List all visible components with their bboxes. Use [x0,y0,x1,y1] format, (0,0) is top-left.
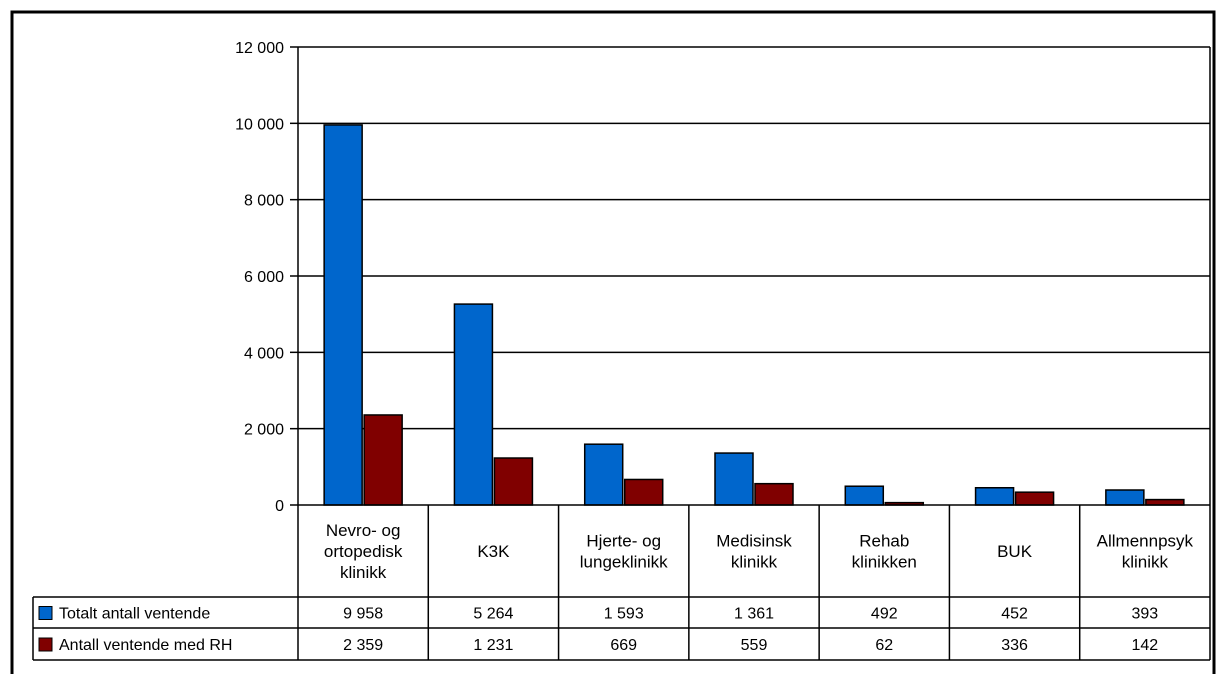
chart-border [10,10,1216,674]
category-label: lungeklinikk [580,553,668,572]
data-label: 5 264 [473,606,513,623]
category-label: klinikk [340,563,387,582]
category-label: K3K [477,542,510,561]
bar-rh [1014,491,1055,506]
category-label: Allmennpsyk [1097,532,1194,551]
category-label: Nevro- og [326,521,401,540]
category-label: klinikk [1122,553,1169,572]
data-label: 336 [1001,637,1028,654]
data-label: 492 [871,606,898,623]
legend-key-total [38,606,53,620]
bar-rh [363,414,403,506]
category-label: Medisinsk [716,532,792,551]
category-label: Hjerte- og [586,532,661,551]
legend-key-rh [38,637,53,652]
data-label: 2 359 [343,637,383,654]
bar-total [974,486,1015,506]
category-label: klinikk [731,553,778,572]
y-tick-label: 6 000 [244,269,284,286]
bar-total [844,485,885,506]
data-label: 559 [741,637,768,654]
bar-rh [623,478,664,506]
data-label: 1 231 [473,637,513,654]
y-tick-label: 0 [275,498,284,515]
data-label: 62 [875,637,893,654]
data-label: 669 [610,637,637,654]
category-label: klinikken [852,553,917,572]
data-label: 142 [1132,637,1159,654]
y-tick-label: 8 000 [244,193,284,210]
bar-total [323,124,363,506]
category-label: ortopedisk [324,542,403,561]
bar-total [1105,489,1145,506]
legend-label: Antall ventende med RH [59,637,232,654]
bar-total [453,303,494,506]
data-label: 1 361 [734,606,774,623]
y-tick-label: 4 000 [244,345,284,362]
category-label: Rehab [859,532,909,551]
bar-total [583,443,624,506]
data-label: 393 [1132,606,1159,623]
bar-rh [493,457,534,506]
data-label: 452 [1001,606,1028,623]
bar-total [714,452,754,506]
y-tick-label: 10 000 [235,116,284,133]
bar-rh [1145,498,1185,506]
data-label: 1 593 [604,606,644,623]
bar-rh [754,482,794,506]
y-tick-label: 2 000 [244,422,284,439]
category-label: BUK [997,542,1033,561]
data-label: 9 958 [343,606,383,623]
y-tick-label: 12 000 [235,40,284,57]
legend-label: Totalt antall ventende [59,606,210,623]
